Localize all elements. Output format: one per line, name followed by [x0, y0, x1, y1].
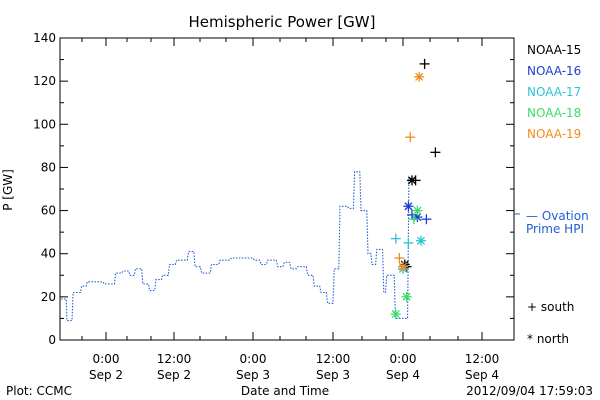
- y-tick-label: 140: [33, 31, 56, 45]
- north-marker: [390, 309, 401, 320]
- y-axis-label: P [GW]: [1, 169, 15, 211]
- y-tick-label: 60: [41, 204, 56, 218]
- north-marker: [403, 201, 414, 212]
- x-tick-date-label: Sep 2: [157, 368, 191, 382]
- south-marker: [421, 214, 432, 225]
- north-marker: [407, 175, 417, 186]
- x-axis-label: Date and Time: [241, 384, 329, 398]
- legend-entry: NOAA-16: [527, 64, 581, 78]
- x-tick-time-label: 12:00: [157, 352, 192, 366]
- satellite-markers: [390, 58, 441, 320]
- south-marker: [419, 58, 430, 69]
- legend: NOAA-15 NOAA-16 NOAA-17 NOAA-18 NOAA-19 — Ova…: [514, 43, 589, 346]
- north-marker: [398, 261, 408, 272]
- north-marker: [412, 205, 423, 216]
- south-marker: [430, 147, 441, 158]
- x-tick-time-label: 12:00: [465, 352, 500, 366]
- south-marker: [390, 233, 401, 244]
- plot-frame: [59, 37, 515, 341]
- y-tick-label: 120: [33, 74, 56, 88]
- chart-title: Hemispheric Power [GW]: [189, 13, 376, 31]
- y-tick-label: 20: [41, 290, 56, 304]
- legend-ovation-label: — Ovation: [526, 209, 589, 223]
- north-marker: [414, 71, 425, 82]
- x-tick-time-label: 12:00: [316, 352, 351, 366]
- y-tick-label: 100: [33, 117, 56, 131]
- ovation-prime-hpi-line: [61, 171, 417, 322]
- south-marker: [394, 253, 405, 264]
- x-tick-date-label: Sep 3: [316, 368, 350, 382]
- x-tick-date-label: Sep 4: [465, 368, 499, 382]
- ovation-line-series: [61, 171, 417, 322]
- legend-south-symbol: + south: [527, 300, 574, 314]
- legend-entry: NOAA-15: [527, 43, 581, 57]
- x-tick-time-label: 0:00: [93, 352, 120, 366]
- south-marker: [405, 132, 416, 143]
- y-axis: 0 20 40 60 80 100 120 140: [33, 31, 514, 347]
- north-marker: [416, 235, 426, 246]
- south-marker: [408, 214, 419, 225]
- x-tick-date-label: Sep 4: [386, 368, 420, 382]
- legend-entry: NOAA-18: [527, 106, 581, 120]
- x-tick-time-label: 0:00: [240, 352, 267, 366]
- plot-source-label: Plot: CCMC: [6, 384, 72, 398]
- legend-north-symbol: * north: [527, 332, 569, 346]
- x-tick-date-label: Sep 3: [236, 368, 270, 382]
- x-axis: 0:00 Sep 2 12:00 Sep 2 0:00 Sep 3 12:00 Sep 3 0:…: [81, 38, 500, 382]
- legend-ovation-label: Prime HPI: [526, 222, 584, 236]
- legend-entry: NOAA-19: [527, 127, 581, 141]
- legend-entry: NOAA-17: [527, 85, 581, 99]
- y-tick-label: 80: [41, 160, 56, 174]
- plot-timestamp: 2012/09/04 17:59:03: [466, 384, 593, 398]
- x-tick-time-label: 0:00: [390, 352, 417, 366]
- y-tick-label: 0: [48, 333, 56, 347]
- x-tick-date-label: Sep 2: [89, 368, 123, 382]
- north-marker: [401, 291, 412, 302]
- y-tick-label: 40: [41, 247, 56, 261]
- south-marker: [403, 237, 414, 248]
